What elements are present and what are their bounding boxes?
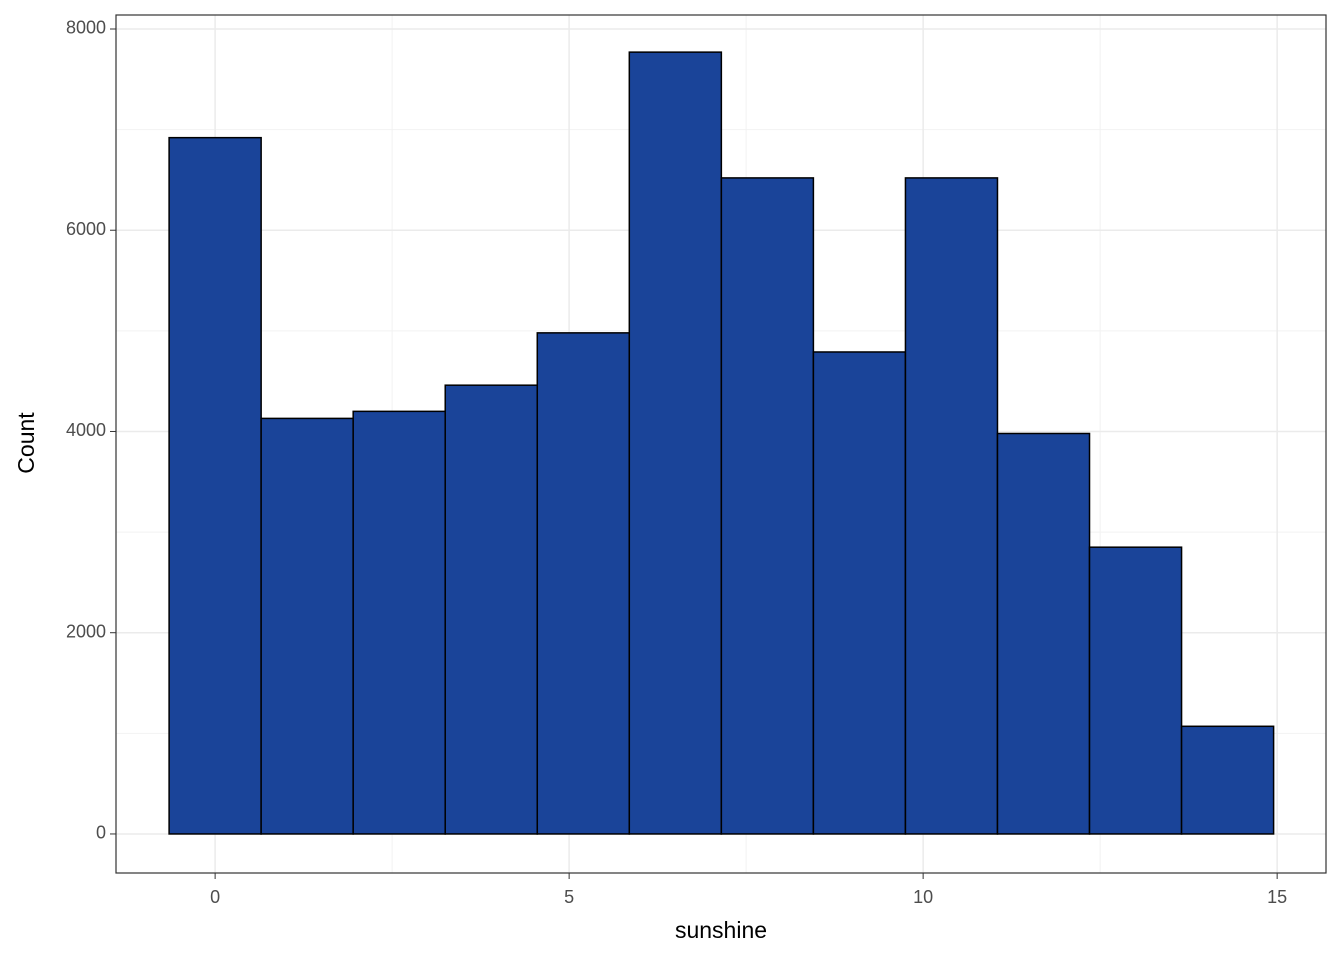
bar bbox=[1088, 546, 1183, 835]
bar bbox=[1180, 725, 1275, 835]
plot-border bbox=[115, 14, 1327, 874]
x-tick-label: 15 bbox=[1267, 887, 1287, 907]
bar bbox=[628, 51, 723, 835]
bar bbox=[720, 177, 815, 835]
y-tick-label: 6000 bbox=[66, 219, 106, 239]
x-tick-label: 10 bbox=[913, 887, 933, 907]
bar bbox=[996, 432, 1091, 835]
bar bbox=[904, 177, 999, 835]
x-axis-title: sunshine bbox=[675, 917, 767, 943]
bar bbox=[444, 384, 539, 835]
y-tick-label: 0 bbox=[96, 823, 106, 843]
bar bbox=[536, 332, 631, 835]
y-tick-label: 4000 bbox=[66, 420, 106, 440]
bar bbox=[812, 351, 907, 835]
bar bbox=[352, 410, 446, 835]
y-tick-label: 8000 bbox=[66, 18, 106, 38]
bar bbox=[168, 136, 262, 835]
bar bbox=[260, 417, 354, 835]
x-tick-label: 5 bbox=[564, 887, 574, 907]
y-tick-label: 2000 bbox=[66, 621, 106, 641]
y-axis-title: Count bbox=[13, 412, 39, 474]
x-tick-label: 0 bbox=[210, 887, 220, 907]
